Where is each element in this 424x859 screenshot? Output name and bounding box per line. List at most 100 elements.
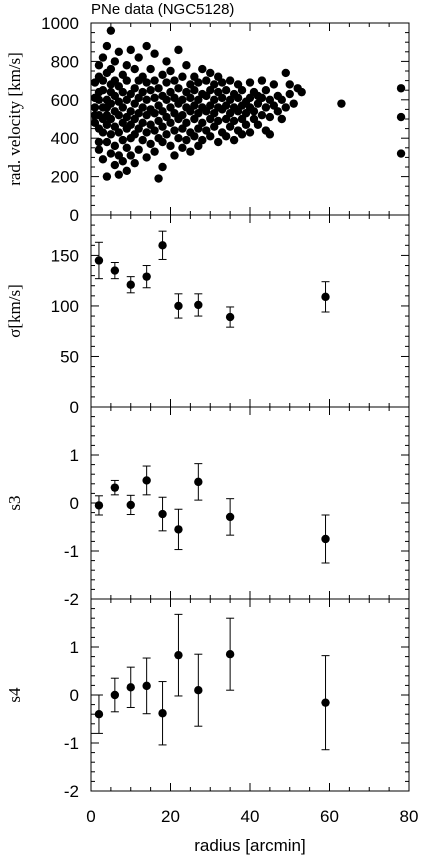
y-tick-label: 150: [51, 246, 79, 265]
data-point: [217, 93, 227, 103]
data-point: [225, 312, 235, 322]
data-point: [174, 45, 183, 55]
data-point: [106, 114, 116, 124]
y-tick-label: 200: [51, 168, 79, 187]
data-point: [261, 86, 271, 95]
data-point: [134, 145, 143, 154]
data-point: [174, 525, 183, 534]
data-point: [178, 110, 187, 120]
data-point: [170, 76, 179, 85]
data-point: [245, 128, 255, 137]
data-point: [396, 84, 406, 93]
data-point: [253, 120, 263, 129]
data-point: [98, 76, 108, 85]
data-point: [114, 128, 124, 137]
y-tick-label: 50: [60, 347, 79, 366]
data-point: [114, 47, 124, 56]
data-point: [110, 483, 120, 492]
y-tick-label: -1: [64, 542, 79, 561]
data-point: [174, 301, 183, 311]
data-point: [158, 162, 167, 172]
y-axis-label: s3: [5, 495, 24, 510]
y-tick-label: -2: [64, 782, 79, 801]
data-point: [130, 158, 139, 168]
data-point: [138, 103, 147, 112]
y-tick-label: 0: [70, 398, 79, 417]
data-point: [321, 292, 330, 302]
data-point: [281, 103, 290, 112]
panel-frame: [90, 598, 410, 792]
data-point: [146, 64, 155, 74]
y-tick-label: -2: [64, 590, 79, 609]
y-tick-label: 0: [70, 494, 79, 513]
data-point: [110, 266, 120, 275]
data-point: [237, 86, 247, 95]
data-point: [138, 118, 147, 128]
data-point: [182, 61, 191, 70]
data-point: [210, 80, 219, 89]
data-point: [321, 698, 330, 707]
data-point: [110, 141, 120, 151]
data-point: [210, 95, 219, 105]
data-point: [174, 84, 183, 93]
y-tick-label: -1: [64, 734, 79, 753]
data-point: [142, 476, 151, 485]
x-axis-label: radius [arcmin]: [194, 836, 305, 855]
data-point: [122, 166, 131, 176]
data-point: [265, 112, 275, 122]
data-point: [194, 78, 203, 87]
panel-frame: [90, 214, 410, 408]
data-point: [190, 132, 199, 141]
data-point: [150, 76, 159, 85]
data-point: [285, 80, 294, 89]
data-point: [138, 135, 147, 145]
data-point: [102, 172, 112, 181]
data-point: [142, 128, 151, 137]
data-point: [142, 41, 151, 51]
data-point: [138, 87, 147, 97]
data-point: [106, 130, 116, 139]
data-point: [162, 57, 171, 66]
data-point: [241, 120, 251, 129]
data-point: [158, 122, 167, 131]
data-point: [94, 95, 104, 105]
data-point: [150, 109, 159, 118]
x-tick-label: 0: [86, 807, 95, 826]
panel-frame: [90, 406, 410, 600]
x-tick-label: 20: [161, 807, 180, 826]
y-tick-label: 1: [70, 446, 79, 465]
data-point: [122, 143, 131, 152]
data-point: [321, 534, 330, 544]
data-point: [126, 683, 135, 692]
data-point: [102, 41, 112, 51]
data-point: [166, 141, 175, 151]
data-point: [162, 95, 171, 105]
y-tick-label: 1000: [41, 14, 79, 33]
data-point: [126, 500, 135, 510]
data-point: [198, 135, 207, 145]
y-tick-label: 800: [51, 52, 79, 71]
data-point: [261, 103, 271, 112]
data-point: [174, 134, 183, 143]
data-point: [225, 650, 235, 659]
data-point: [122, 76, 131, 85]
data-point: [206, 132, 215, 141]
x-tick-label: 40: [241, 807, 260, 826]
data-point: [178, 143, 187, 152]
data-point: [130, 84, 139, 93]
data-point: [126, 107, 135, 116]
data-point: [106, 149, 116, 158]
y-tick-label: 400: [51, 129, 79, 148]
data-point: [170, 151, 179, 160]
data-point: [198, 64, 207, 74]
data-point: [94, 501, 104, 510]
data-point: [94, 710, 104, 719]
data-point: [102, 137, 112, 147]
data-point: [166, 66, 175, 76]
data-point: [269, 80, 279, 89]
y-tick-label: 100: [51, 297, 79, 316]
data-point: [273, 107, 283, 116]
data-point: [150, 147, 159, 156]
data-point: [118, 87, 128, 97]
